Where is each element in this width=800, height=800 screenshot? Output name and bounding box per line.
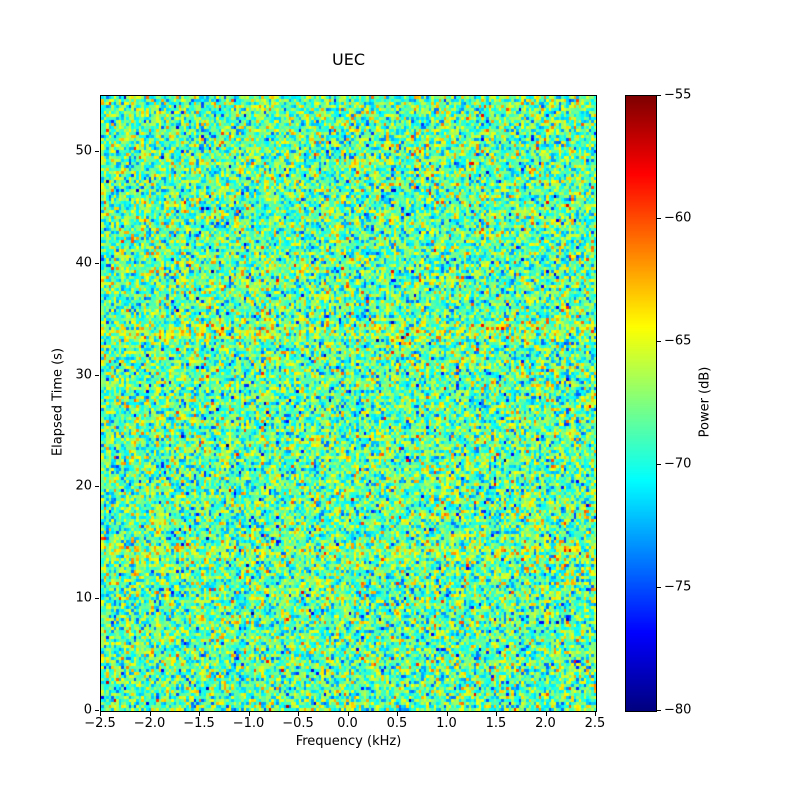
x-tick-label: −2.5 — [84, 716, 116, 731]
x-tick-mark — [397, 712, 398, 716]
y-tick-label: 30 — [75, 367, 92, 383]
spectrogram-plot — [100, 95, 597, 712]
colorbar-tick-label: −60 — [664, 210, 692, 226]
x-tick-mark — [149, 712, 151, 716]
x-tick-label: 2.0 — [535, 716, 556, 731]
x-tick-mark — [347, 712, 349, 716]
colorbar-tick-mark — [657, 95, 661, 96]
colorbar — [625, 95, 657, 712]
colorbar-tick-label: −80 — [664, 702, 692, 718]
x-tick-mark — [298, 712, 299, 716]
colorbar-tick-label: −65 — [664, 333, 692, 349]
colorbar-tick-label: −70 — [664, 456, 692, 472]
x-tick-label: 1.0 — [436, 716, 457, 731]
y-tick-mark — [95, 374, 99, 376]
colorbar-tick-mark — [657, 464, 661, 465]
x-tick-label: 1.5 — [485, 716, 507, 731]
x-tick-label: −2.0 — [133, 716, 166, 731]
y-tick-label: 0 — [83, 702, 92, 718]
y-tick-label: 50 — [75, 143, 92, 159]
x-tick-label: 0.0 — [337, 716, 358, 731]
colorbar-tick-mark — [657, 341, 661, 342]
y-tick-label: 20 — [75, 478, 92, 494]
y-tick-mark — [95, 262, 99, 264]
x-tick-label: −1.0 — [232, 716, 265, 731]
x-tick-mark — [496, 712, 497, 716]
y-tick-mark — [95, 710, 99, 711]
y-tick-mark — [95, 598, 99, 600]
x-tick-mark — [446, 712, 448, 716]
colorbar-tick-mark — [657, 218, 661, 219]
x-axis-label: Frequency (kHz) — [295, 734, 402, 749]
y-axis-label: Elapsed Time (s) — [50, 347, 66, 457]
chart-title: UEC — [332, 50, 365, 69]
colorbar-canvas — [626, 96, 656, 711]
y-tick-label: 10 — [75, 590, 92, 606]
x-tick-mark — [199, 712, 200, 716]
y-tick-label: 40 — [75, 255, 92, 271]
colorbar-label: Power (dB) — [697, 366, 713, 438]
spectrogram-canvas — [101, 96, 596, 711]
x-tick-mark — [100, 712, 101, 716]
colorbar-tick-mark — [657, 710, 661, 711]
colorbar-tick-mark — [657, 587, 661, 588]
x-tick-label: −1.5 — [183, 716, 215, 731]
x-tick-mark — [248, 712, 250, 716]
x-tick-label: 2.5 — [584, 716, 606, 731]
x-tick-label: −0.5 — [282, 716, 314, 731]
x-tick-mark — [545, 712, 547, 716]
colorbar-tick-label: −75 — [664, 579, 692, 595]
x-tick-mark — [595, 712, 596, 716]
colorbar-tick-label: −55 — [664, 87, 692, 103]
y-tick-mark — [95, 150, 99, 152]
y-tick-mark — [95, 486, 99, 488]
x-tick-label: 0.5 — [386, 716, 408, 731]
